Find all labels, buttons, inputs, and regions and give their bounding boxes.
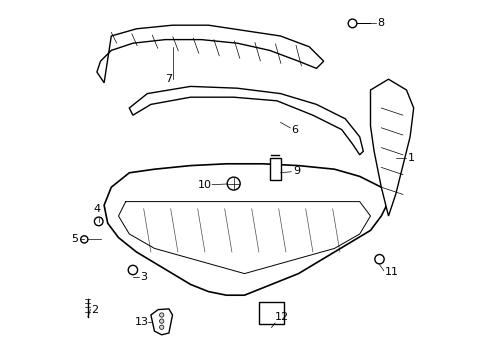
Circle shape	[347, 19, 356, 28]
Text: 3: 3	[140, 272, 147, 282]
Text: 12: 12	[275, 312, 288, 322]
Circle shape	[374, 255, 384, 264]
Circle shape	[159, 313, 163, 317]
Text: 13: 13	[135, 317, 149, 327]
Circle shape	[128, 265, 137, 275]
Text: 5: 5	[71, 234, 78, 244]
Polygon shape	[370, 79, 413, 216]
Circle shape	[227, 177, 240, 190]
Circle shape	[81, 236, 88, 243]
Text: 10: 10	[198, 180, 212, 190]
Circle shape	[159, 325, 163, 329]
Text: 7: 7	[165, 74, 172, 84]
Circle shape	[159, 319, 163, 323]
Polygon shape	[151, 309, 172, 335]
Polygon shape	[129, 86, 363, 155]
Polygon shape	[269, 158, 280, 180]
Text: 1: 1	[407, 153, 414, 163]
Text: 11: 11	[384, 267, 398, 277]
Text: 4: 4	[93, 204, 100, 214]
Text: 9: 9	[292, 166, 300, 176]
Text: 2: 2	[91, 305, 99, 315]
Polygon shape	[97, 25, 323, 83]
Text: 8: 8	[377, 18, 384, 28]
Circle shape	[94, 217, 103, 226]
Text: 6: 6	[291, 125, 298, 135]
Bar	[258, 302, 284, 324]
Polygon shape	[104, 164, 387, 295]
